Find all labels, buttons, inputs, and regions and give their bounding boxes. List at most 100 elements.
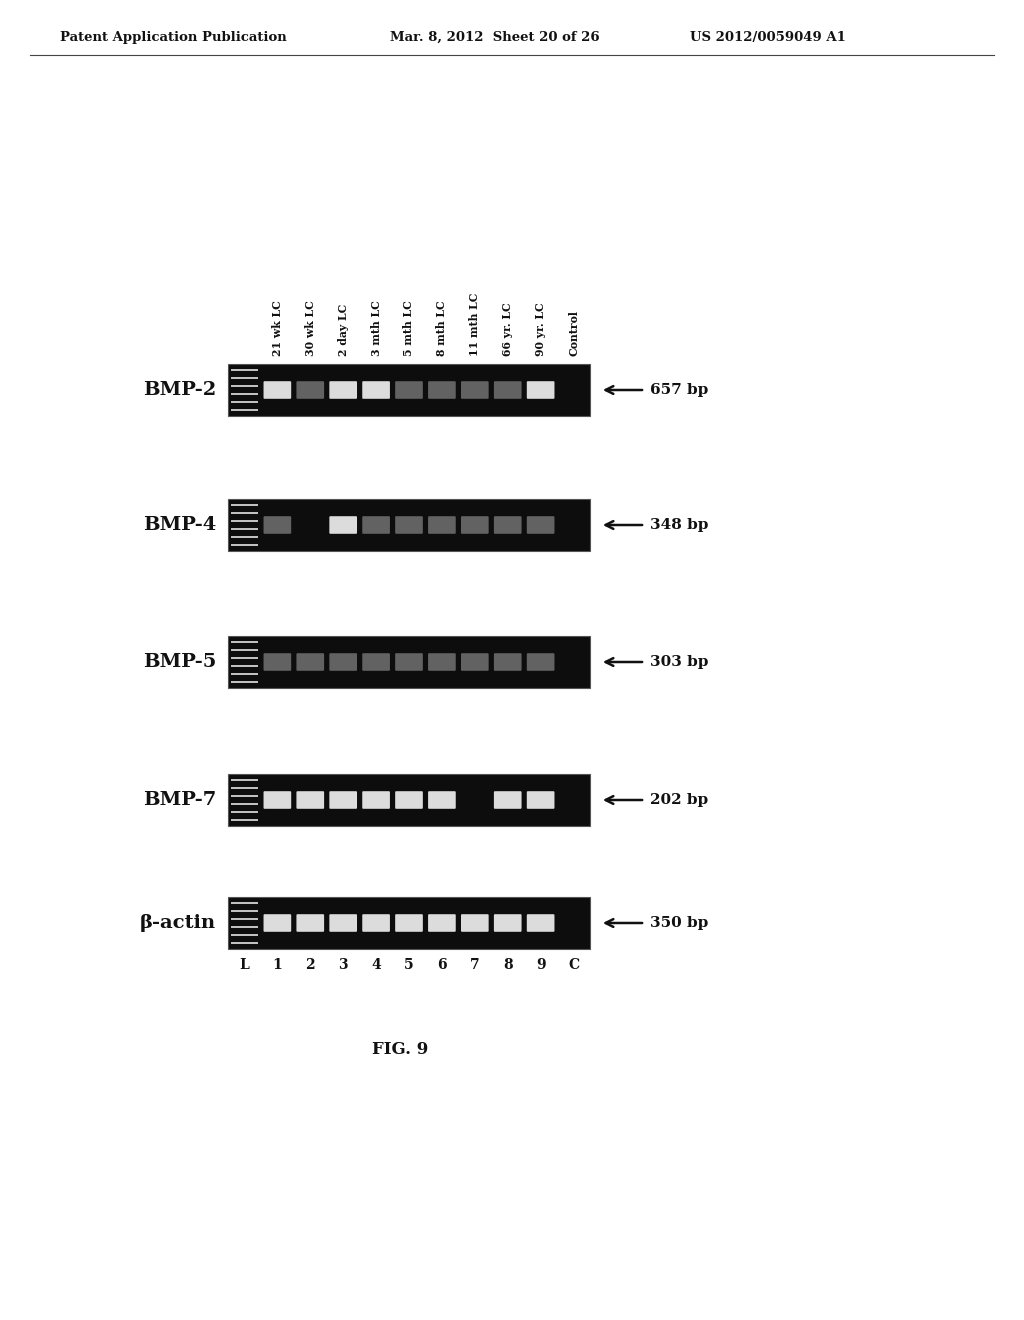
Bar bbox=[231, 941, 258, 944]
FancyBboxPatch shape bbox=[461, 516, 488, 533]
Bar bbox=[231, 787, 258, 789]
Text: L: L bbox=[240, 958, 249, 972]
Text: 1: 1 bbox=[272, 958, 283, 972]
FancyBboxPatch shape bbox=[395, 653, 423, 671]
Bar bbox=[231, 512, 258, 515]
Text: 6: 6 bbox=[437, 958, 446, 972]
FancyBboxPatch shape bbox=[494, 915, 521, 932]
Bar bbox=[231, 810, 258, 813]
Bar bbox=[231, 818, 258, 821]
FancyBboxPatch shape bbox=[526, 381, 554, 399]
Bar bbox=[231, 504, 258, 507]
Text: 202 bp: 202 bp bbox=[650, 793, 709, 807]
Text: β-actin: β-actin bbox=[140, 913, 216, 932]
Text: Control: Control bbox=[568, 310, 579, 356]
Text: BMP-7: BMP-7 bbox=[142, 791, 216, 809]
FancyBboxPatch shape bbox=[296, 381, 325, 399]
Text: 5: 5 bbox=[404, 958, 414, 972]
FancyBboxPatch shape bbox=[330, 381, 357, 399]
Bar bbox=[231, 370, 258, 371]
Text: 303 bp: 303 bp bbox=[650, 655, 709, 669]
Text: BMP-4: BMP-4 bbox=[142, 516, 216, 535]
Bar bbox=[231, 779, 258, 781]
Text: 11 mth LC: 11 mth LC bbox=[469, 293, 480, 356]
Bar bbox=[231, 933, 258, 936]
Text: C: C bbox=[568, 958, 580, 972]
FancyBboxPatch shape bbox=[263, 516, 291, 533]
Bar bbox=[231, 657, 258, 659]
FancyBboxPatch shape bbox=[461, 915, 488, 932]
Bar bbox=[231, 917, 258, 920]
Text: 8 mth LC: 8 mth LC bbox=[436, 300, 447, 356]
Text: Patent Application Publication: Patent Application Publication bbox=[60, 30, 287, 44]
FancyBboxPatch shape bbox=[526, 791, 554, 809]
Text: 9: 9 bbox=[536, 958, 546, 972]
FancyBboxPatch shape bbox=[494, 653, 521, 671]
FancyBboxPatch shape bbox=[494, 381, 521, 399]
Text: BMP-5: BMP-5 bbox=[142, 653, 216, 671]
Text: US 2012/0059049 A1: US 2012/0059049 A1 bbox=[690, 30, 846, 44]
FancyBboxPatch shape bbox=[461, 381, 488, 399]
FancyBboxPatch shape bbox=[362, 381, 390, 399]
FancyBboxPatch shape bbox=[395, 516, 423, 533]
Bar bbox=[231, 393, 258, 395]
FancyBboxPatch shape bbox=[228, 774, 590, 826]
Bar bbox=[231, 401, 258, 403]
FancyBboxPatch shape bbox=[395, 381, 423, 399]
Text: 5 mth LC: 5 mth LC bbox=[403, 300, 415, 356]
FancyBboxPatch shape bbox=[526, 653, 554, 671]
Text: 348 bp: 348 bp bbox=[650, 517, 709, 532]
FancyBboxPatch shape bbox=[362, 791, 390, 809]
Text: 21 wk LC: 21 wk LC bbox=[271, 300, 283, 356]
FancyBboxPatch shape bbox=[526, 516, 554, 533]
Bar bbox=[231, 925, 258, 928]
Bar bbox=[231, 520, 258, 523]
FancyBboxPatch shape bbox=[228, 898, 590, 949]
FancyBboxPatch shape bbox=[395, 791, 423, 809]
FancyBboxPatch shape bbox=[362, 653, 390, 671]
Bar bbox=[231, 409, 258, 411]
FancyBboxPatch shape bbox=[526, 915, 554, 932]
FancyBboxPatch shape bbox=[428, 653, 456, 671]
Bar bbox=[231, 649, 258, 651]
FancyBboxPatch shape bbox=[395, 915, 423, 932]
FancyBboxPatch shape bbox=[228, 499, 590, 550]
FancyBboxPatch shape bbox=[428, 915, 456, 932]
Text: Mar. 8, 2012  Sheet 20 of 26: Mar. 8, 2012 Sheet 20 of 26 bbox=[390, 30, 600, 44]
FancyBboxPatch shape bbox=[296, 915, 325, 932]
FancyBboxPatch shape bbox=[296, 653, 325, 671]
Bar bbox=[231, 681, 258, 682]
Text: 4: 4 bbox=[372, 958, 381, 972]
Bar bbox=[231, 909, 258, 912]
Text: 350 bp: 350 bp bbox=[650, 916, 709, 931]
FancyBboxPatch shape bbox=[330, 915, 357, 932]
FancyBboxPatch shape bbox=[428, 791, 456, 809]
FancyBboxPatch shape bbox=[263, 653, 291, 671]
Text: 3 mth LC: 3 mth LC bbox=[371, 300, 382, 356]
Bar bbox=[231, 642, 258, 643]
Text: 8: 8 bbox=[503, 958, 513, 972]
FancyBboxPatch shape bbox=[330, 653, 357, 671]
Text: 2: 2 bbox=[305, 958, 315, 972]
Bar bbox=[231, 665, 258, 667]
Text: BMP-2: BMP-2 bbox=[142, 381, 216, 399]
FancyBboxPatch shape bbox=[494, 516, 521, 533]
Bar bbox=[231, 902, 258, 904]
Bar bbox=[231, 536, 258, 539]
FancyBboxPatch shape bbox=[263, 915, 291, 932]
Bar bbox=[231, 385, 258, 387]
FancyBboxPatch shape bbox=[362, 516, 390, 533]
FancyBboxPatch shape bbox=[228, 364, 590, 416]
FancyBboxPatch shape bbox=[362, 915, 390, 932]
FancyBboxPatch shape bbox=[263, 381, 291, 399]
Bar bbox=[231, 378, 258, 379]
Text: 30 wk LC: 30 wk LC bbox=[305, 300, 315, 356]
Text: 3: 3 bbox=[338, 958, 348, 972]
FancyBboxPatch shape bbox=[428, 381, 456, 399]
FancyBboxPatch shape bbox=[296, 791, 325, 809]
FancyBboxPatch shape bbox=[330, 791, 357, 809]
Text: 7: 7 bbox=[470, 958, 479, 972]
Bar bbox=[231, 528, 258, 531]
Text: 90 yr. LC: 90 yr. LC bbox=[536, 302, 546, 356]
Text: 66 yr. LC: 66 yr. LC bbox=[502, 302, 513, 356]
